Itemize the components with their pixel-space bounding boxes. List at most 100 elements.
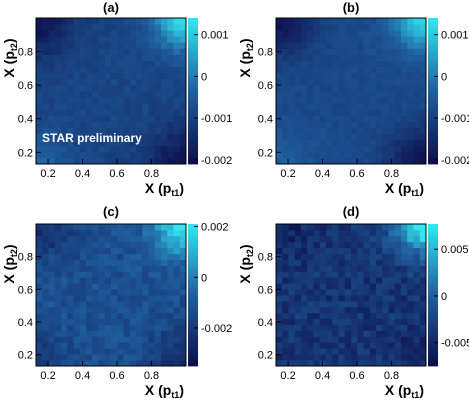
heatmap-cell [179,247,187,254]
heatmap-cell [79,157,87,165]
z-tick-label: -0.005 [441,338,469,350]
heatmap-cell [104,18,112,25]
heatmap-cell [142,121,149,128]
heatmap-cell [61,60,68,68]
heatmap-cell [154,235,162,243]
heatmap-cell [129,271,137,278]
heatmap-cell [36,66,43,74]
heatmap-cell [376,78,383,86]
heatmap-cell [376,312,383,320]
heatmap-cell [179,72,187,80]
heatmap-cell [36,283,43,290]
heatmap-cell [117,60,124,68]
heatmap-cell [161,157,168,165]
heatmap-cell [67,24,74,31]
heatmap-cell [382,97,389,104]
heatmap-cell [73,54,81,61]
heatmap-cell [369,151,377,159]
heatmap-cell [419,115,427,122]
heatmap-cell [148,342,156,349]
heatmap-cell [301,247,308,254]
color-scale-step [188,156,198,161]
heatmap-cell [136,127,143,134]
color-scale-step [188,58,198,63]
heatmap-cell [276,139,283,147]
heatmap-cell [148,145,156,153]
heatmap-cell [179,121,187,128]
heatmap-cell [111,360,118,367]
y-tick-label: 0.4 [258,114,273,126]
heatmap-cell [48,157,56,165]
heatmap-cell [36,127,43,134]
heatmap-cell [154,295,162,302]
heatmap-cell [167,60,174,68]
heatmap-cell [167,342,174,349]
heatmap-cell [313,336,321,343]
heatmap-cell [401,103,408,110]
heatmap-cell [123,145,131,153]
heatmap-cell [104,54,112,61]
heatmap-cell [179,330,187,337]
x-tick-label: 0.6 [349,168,364,180]
heatmap-cell [36,342,43,349]
heatmap-cell [332,115,339,122]
heatmap-cell [332,277,339,284]
heatmap-cell [401,224,408,231]
heatmap-cell [117,342,124,349]
heatmap-cell [332,300,339,308]
heatmap-cell [319,241,327,249]
heatmap-cell [382,348,389,355]
heatmap-cell [401,277,408,284]
heatmap-cell [413,60,421,68]
heatmap-cell [313,283,321,290]
heatmap-cell [67,48,74,55]
annotation-label: STAR preliminary [42,131,142,145]
color-scale-step [188,109,198,114]
heatmap-cell [61,348,68,355]
heatmap-cell [419,253,427,260]
heatmap-cell [86,312,93,320]
heatmap-cell [332,224,339,231]
heatmap-cell [54,265,62,272]
heatmap-cell [326,224,333,231]
heatmap-cell [394,18,402,25]
x-tick-label: 0.8 [144,370,159,382]
heatmap-cell [42,139,49,147]
heatmap-cell [73,36,81,43]
heatmap-cell [154,253,162,260]
heatmap-cell [117,127,124,134]
heatmap-cell [338,253,346,260]
heatmap-cell [142,109,149,116]
heatmap-cell [376,259,383,266]
heatmap-cell [307,336,314,343]
heatmap-cell [344,283,352,290]
heatmap-cell [111,295,118,302]
heatmap-cell [142,229,149,237]
heatmap-cell [111,253,118,260]
heatmap-cell [129,60,137,68]
heatmap-cell [326,312,333,320]
heatmap-cell [73,115,81,122]
heatmap-cell [167,265,174,272]
heatmap-cell [111,127,118,134]
heatmap-cell [407,336,414,343]
heatmap-cell [92,324,99,331]
heatmap-cell [92,60,99,68]
heatmap-cell [111,306,118,314]
heatmap-cell [86,265,93,272]
heatmap-cell [307,30,314,37]
heatmap-cell [282,121,289,128]
color-scale-step [428,131,438,136]
heatmap-cell [376,60,383,68]
heatmap-cell [67,30,74,37]
heatmap-cell [282,30,289,37]
heatmap-cell [282,354,289,361]
heatmap-cell [276,66,283,74]
heatmap-cell [332,229,339,237]
heatmap-cell [148,289,156,296]
heatmap-cell [376,300,383,308]
heatmap-cell [73,66,81,74]
heatmap-cell [326,354,333,361]
color-scale-step [188,105,198,110]
heatmap-cell [332,265,339,272]
